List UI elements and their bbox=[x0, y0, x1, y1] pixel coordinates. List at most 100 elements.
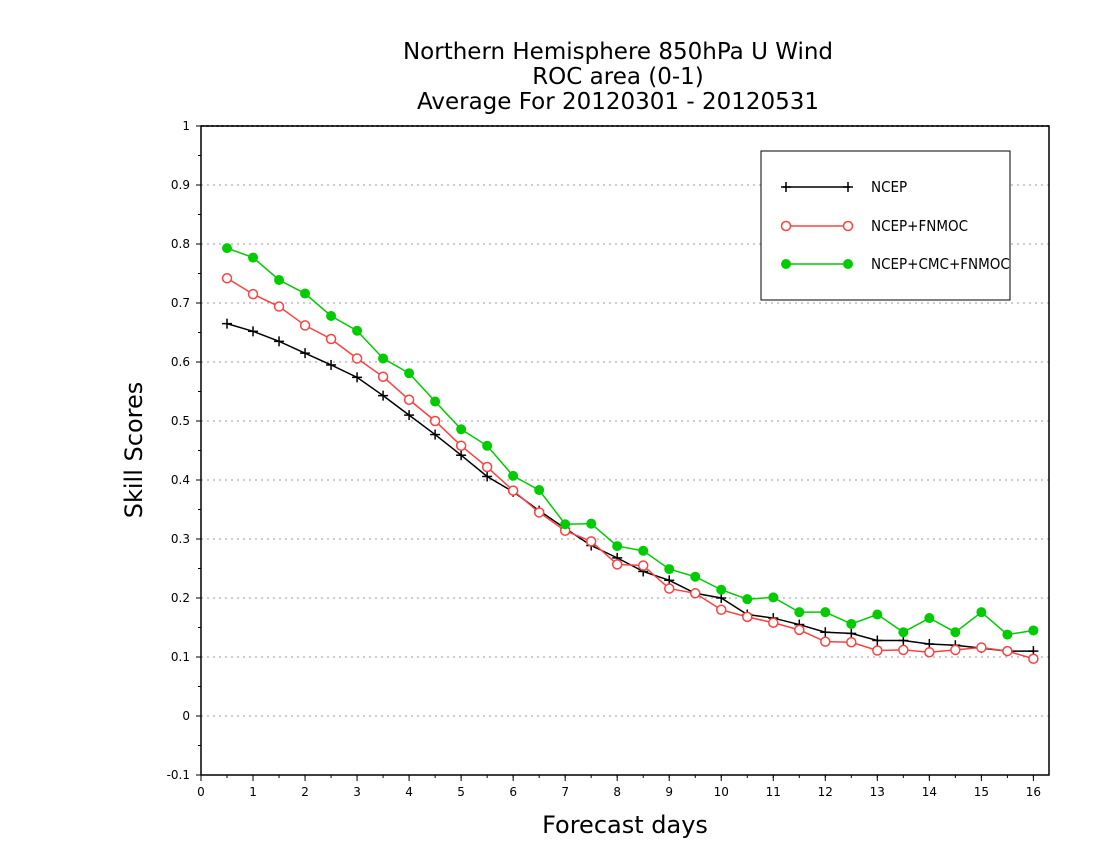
legend-marker bbox=[781, 182, 791, 192]
data-point bbox=[455, 440, 467, 452]
data-point bbox=[326, 310, 337, 321]
data-point bbox=[820, 636, 831, 647]
legend-label: NCEP+FNMOC bbox=[871, 217, 968, 235]
data-point bbox=[300, 288, 311, 299]
data-point bbox=[248, 252, 259, 263]
data-point bbox=[612, 541, 623, 552]
data-point bbox=[482, 471, 493, 482]
x-tick-label: 0 bbox=[197, 785, 205, 799]
data-point bbox=[560, 519, 571, 530]
data-point bbox=[378, 390, 389, 401]
data-point bbox=[533, 507, 545, 518]
data-point bbox=[768, 592, 779, 603]
data-point bbox=[404, 368, 415, 379]
data-point bbox=[638, 545, 649, 556]
x-tick-label: 9 bbox=[665, 785, 673, 799]
legend-entry: NCEP bbox=[781, 178, 907, 196]
data-point bbox=[378, 353, 389, 364]
y-tick-label: 0.7 bbox=[171, 296, 190, 310]
chart-title-line-1: Northern Hemisphere 850hPa U Wind bbox=[403, 39, 833, 65]
chart-title: Northern Hemisphere 850hPa U Wind ROC ar… bbox=[403, 39, 833, 115]
y-tick-label: 0.4 bbox=[171, 473, 190, 487]
data-point bbox=[248, 326, 259, 337]
data-point bbox=[976, 642, 987, 653]
data-point bbox=[690, 571, 701, 582]
data-point bbox=[456, 450, 467, 461]
x-axis-label: Forecast days bbox=[542, 811, 708, 839]
y-tick-label: 0.9 bbox=[171, 178, 190, 192]
data-point bbox=[794, 607, 805, 618]
data-point bbox=[742, 594, 753, 605]
data-point bbox=[716, 584, 727, 595]
legend-marker bbox=[843, 259, 853, 269]
series-line bbox=[226, 277, 1034, 660]
data-point bbox=[872, 635, 883, 646]
data-point bbox=[663, 583, 675, 594]
y-tick-label: -0.1 bbox=[167, 768, 190, 782]
data-point bbox=[456, 424, 467, 435]
series-line bbox=[226, 247, 1034, 636]
x-tick-label: 13 bbox=[870, 785, 885, 799]
data-point bbox=[1002, 645, 1013, 657]
data-point bbox=[794, 624, 805, 636]
series-ncep-fnmoc bbox=[221, 272, 1039, 665]
x-tick-label: 15 bbox=[974, 785, 989, 799]
y-tick-label: 0.5 bbox=[171, 414, 190, 428]
legend-marker bbox=[843, 182, 853, 192]
x-tick-label: 1 bbox=[249, 785, 257, 799]
data-point bbox=[222, 318, 233, 329]
data-point bbox=[872, 609, 883, 620]
data-point bbox=[273, 301, 285, 312]
data-point bbox=[611, 559, 623, 570]
data-point bbox=[585, 536, 597, 547]
data-point bbox=[872, 645, 883, 656]
data-point bbox=[534, 485, 545, 496]
plot-series bbox=[221, 243, 1039, 665]
x-tick-label: 7 bbox=[561, 785, 569, 799]
chart-title-line-2: ROC area (0-1) bbox=[532, 64, 704, 90]
x-tick-label: 16 bbox=[1026, 785, 1041, 799]
y-tick-label: 0.3 bbox=[171, 532, 190, 546]
data-point bbox=[222, 243, 233, 254]
x-tick-label: 12 bbox=[818, 785, 833, 799]
data-point bbox=[846, 618, 857, 629]
x-tick-label: 14 bbox=[922, 785, 937, 799]
data-point bbox=[221, 272, 233, 284]
chart-legend: NCEP NCEP+FNMOC NCEP+CMC+FNMOC bbox=[760, 150, 1011, 301]
data-point bbox=[846, 628, 857, 639]
data-point bbox=[689, 588, 701, 599]
data-point bbox=[352, 372, 363, 383]
y-tick-label: 0.6 bbox=[171, 355, 190, 369]
data-point bbox=[430, 396, 441, 407]
data-point bbox=[352, 325, 363, 336]
axis-ticks: -0.100.10.20.30.40.50.60.70.80.910 1 2 3 4 5 6… bbox=[167, 119, 1049, 799]
data-point bbox=[637, 560, 649, 571]
data-point bbox=[403, 394, 415, 406]
data-point bbox=[325, 333, 337, 345]
x-tick-label: 2 bbox=[301, 785, 309, 799]
x-tick-label: 8 bbox=[613, 785, 621, 799]
data-point bbox=[377, 371, 389, 382]
data-point bbox=[299, 320, 311, 331]
data-point bbox=[586, 518, 597, 529]
data-point bbox=[976, 607, 987, 618]
data-point bbox=[274, 336, 285, 347]
legend-marker bbox=[780, 220, 792, 232]
data-point bbox=[950, 644, 961, 656]
data-point bbox=[1028, 625, 1039, 636]
y-tick-label: 0.1 bbox=[171, 650, 190, 664]
data-point bbox=[664, 564, 675, 575]
x-tick-label: 6 bbox=[509, 785, 517, 799]
data-point bbox=[820, 607, 831, 618]
y-tick-label: 0 bbox=[182, 709, 190, 723]
data-point bbox=[404, 410, 415, 421]
data-point bbox=[846, 637, 857, 648]
data-point bbox=[482, 440, 493, 451]
data-point bbox=[429, 415, 441, 427]
data-point bbox=[507, 485, 519, 496]
x-tick-label: 5 bbox=[457, 785, 465, 799]
chart-title-line-3: Average For 20120301 - 20120531 bbox=[417, 89, 819, 115]
x-tick-label: 4 bbox=[405, 785, 413, 799]
data-point bbox=[820, 627, 831, 638]
